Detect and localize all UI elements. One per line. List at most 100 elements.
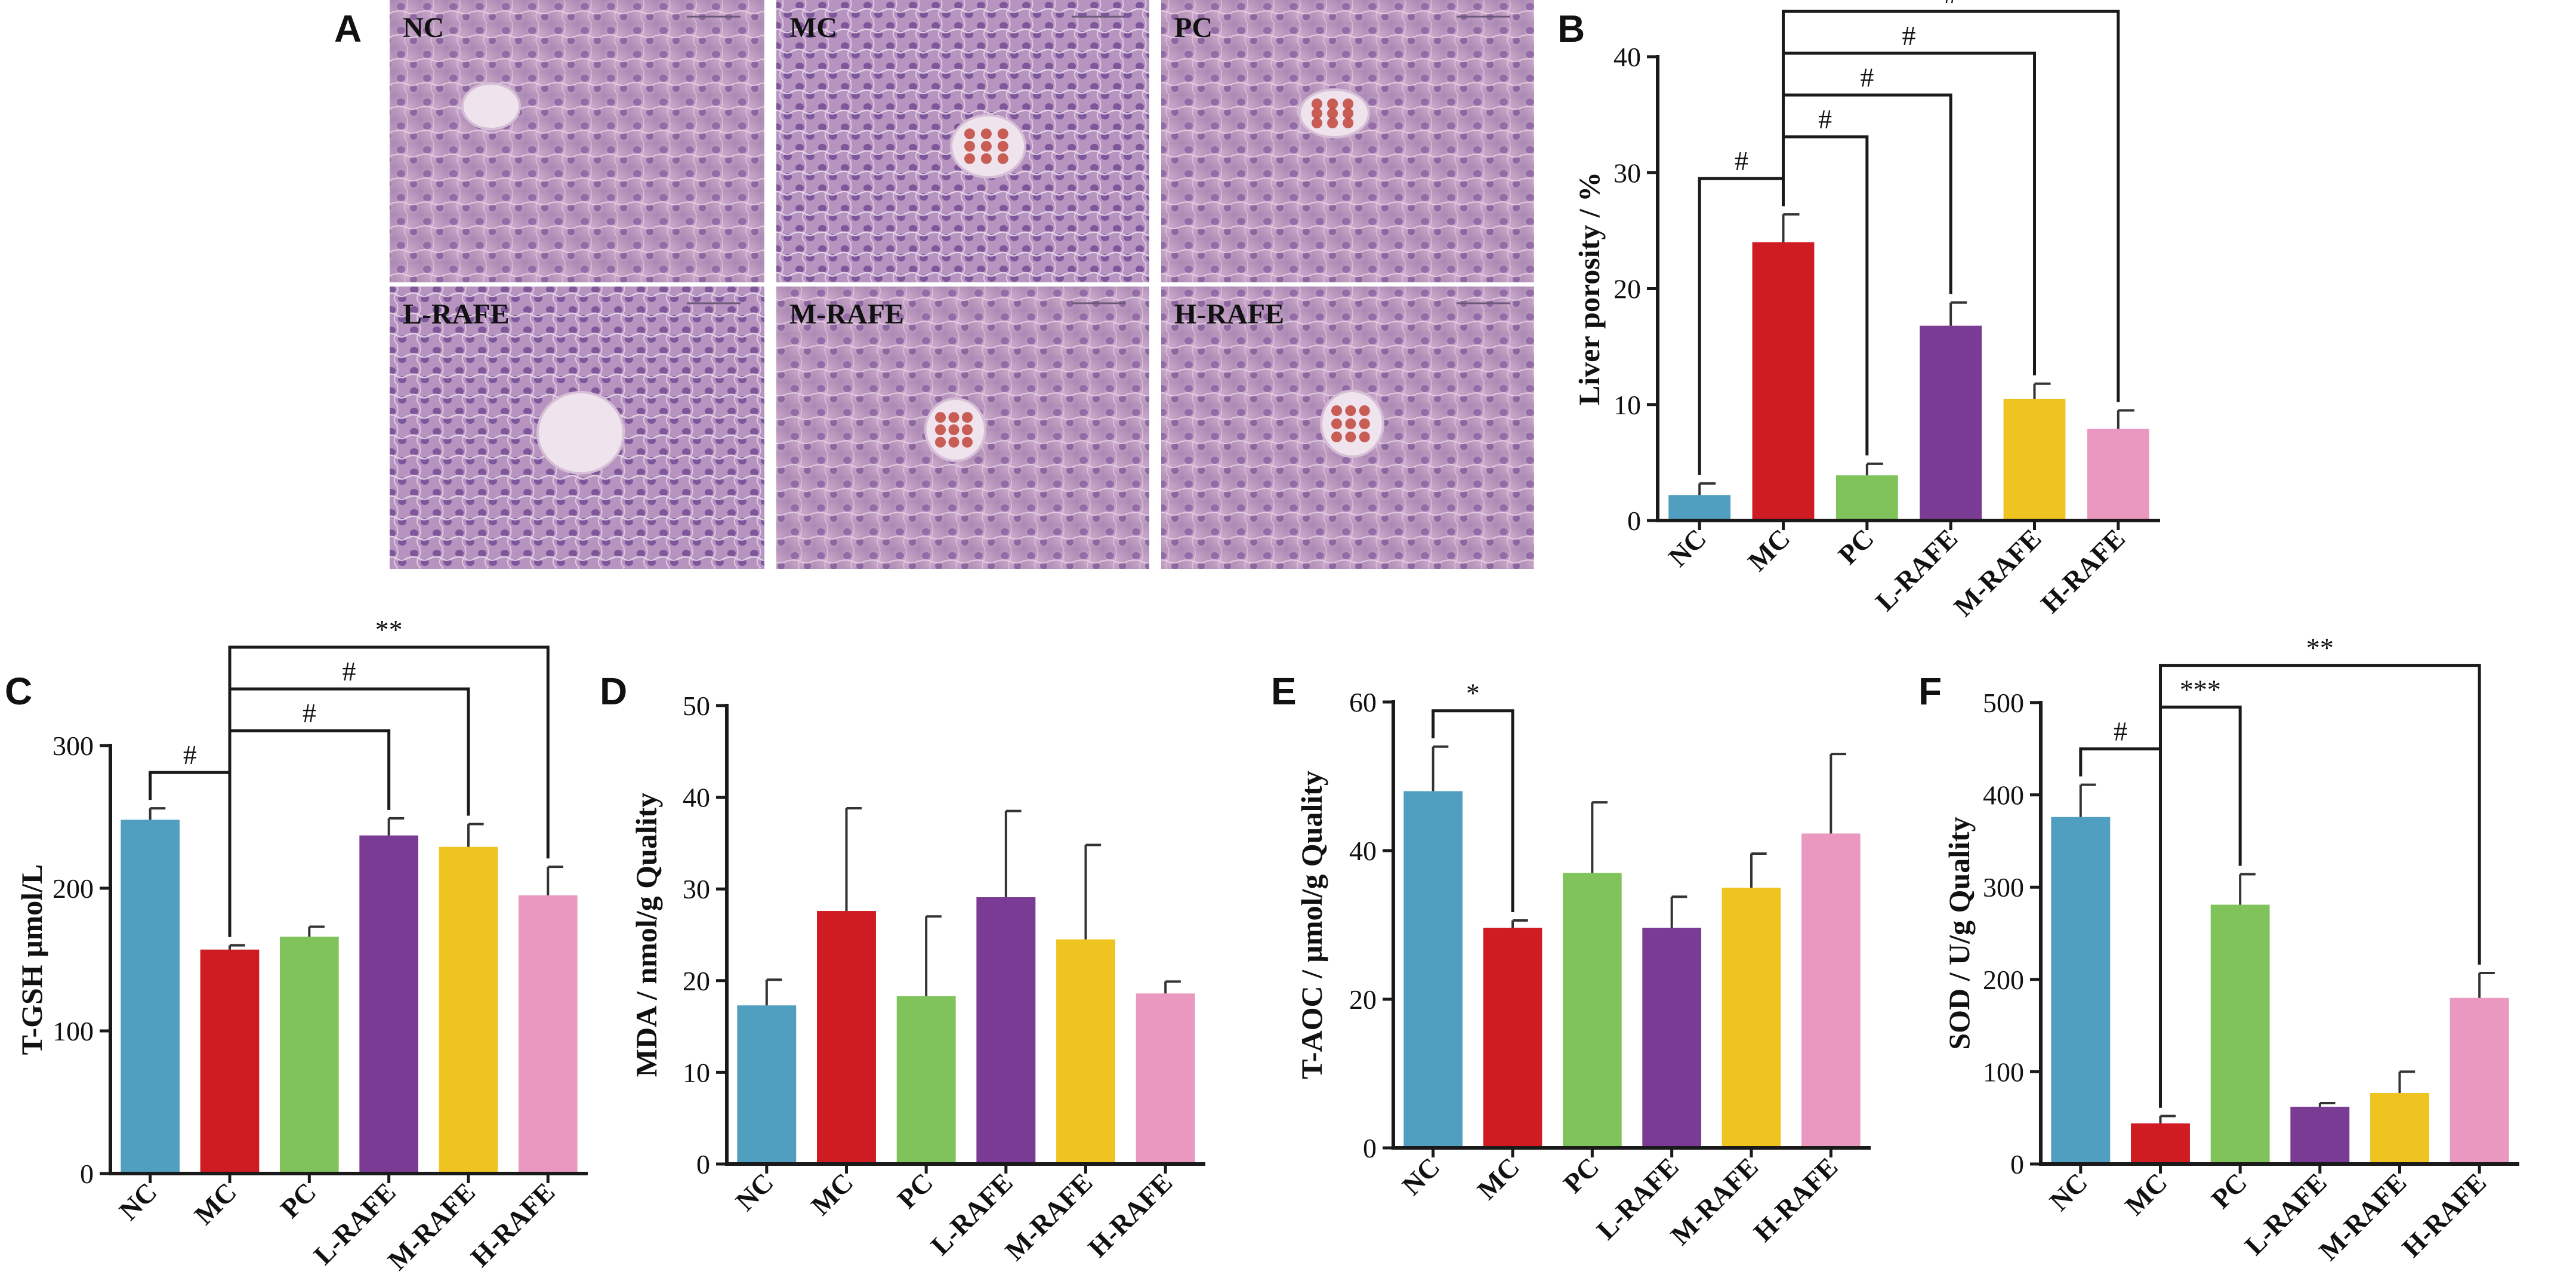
histology-image-nc: NC [390,0,764,282]
bar-pc [2210,904,2270,1164]
error-bar-nc [2079,783,2096,817]
x-tick-label-m-rafe: M-RAFE [2313,1167,2412,1266]
panel-a-histology: A NC MC PC L-RAFE M-RAFE H-RAFE [334,0,1534,569]
error-bar-h-rafe [2478,971,2495,998]
bar-m-rafe [2003,399,2066,521]
y-tick-label: 40 [683,783,710,813]
y-tick-label: 60 [1349,687,1377,718]
bar-mc [1483,928,1542,1148]
significance-bracket: ** [228,614,550,937]
bar-h-rafe [2087,429,2149,521]
x-tick-label-pc: PC [1832,523,1879,570]
y-tick-label: 20 [1614,274,1641,304]
histology-label-nc: NC [403,12,444,44]
bar-l-rafe [2290,1107,2350,1164]
x-tick-label-m-rafe: M-RAFE [382,1177,481,1276]
significance-bracket: ** [2159,633,2481,1108]
error-bar-nc [765,978,782,1006]
bar-l-rafe [1642,928,1701,1148]
y-axis-title: T-GSH μmol/L [15,864,48,1055]
y-tick-label: 0 [1627,506,1641,536]
bar-nc [1403,791,1463,1148]
y-tick-label: 10 [1614,390,1641,420]
error-bar-m-rafe [2398,1070,2415,1093]
bar-pc [896,996,956,1164]
x-tick-label-pc: PC [274,1177,322,1224]
y-axis-title: SOD / U/g Quality [1942,817,1976,1049]
significance-label: # [2114,716,2127,747]
x-tick-label-h-rafe: H-RAFE [1748,1151,1844,1248]
error-bar-l-rafe [387,817,405,836]
bar-mc [2131,1123,2190,1164]
significance-label: # [1860,62,1874,93]
error-bar-pc [1591,801,1608,873]
x-tick-label-pc: PC [1557,1151,1605,1199]
panel-letter-d: D [600,670,627,713]
significance-label: # [343,656,356,686]
y-tick-label: 0 [1363,1133,1377,1163]
x-tick-label-mc: MC [1471,1151,1525,1205]
error-bar-h-rafe [2117,409,2134,429]
y-tick-label: 30 [683,874,710,904]
bar-pc [280,937,339,1174]
x-tick-label-nc: NC [1662,523,1712,572]
error-bar-m-rafe [2033,382,2051,399]
error-bar-m-rafe [1084,843,1102,940]
significance-label: # [303,698,316,728]
error-bar-pc [1865,462,1883,476]
bar-l-rafe [976,897,1036,1164]
bar-mc [1752,242,1815,521]
y-tick-label: 200 [53,873,94,904]
y-tick-label: 400 [1983,780,2024,811]
x-tick-label-mc: MC [1742,523,1796,577]
error-bar-nc [149,807,166,820]
error-bar-mc [1782,213,1800,242]
y-tick-label: 100 [1983,1057,2024,1087]
bar-m-rafe [439,846,498,1174]
y-tick-label: 40 [1349,836,1377,866]
bar-l-rafe [1920,325,1982,521]
panel-letter-f: F [1918,670,1942,713]
error-bar-h-rafe [1164,980,1181,994]
panel-letter-c: C [5,670,32,713]
x-tick-label-nc: NC [2044,1167,2093,1217]
y-tick-label: 300 [1983,872,2024,903]
histology-image-l-rafe: L-RAFE [390,287,764,569]
y-tick-label: 10 [683,1057,710,1088]
bar-h-rafe [2449,997,2509,1164]
x-tick-label-h-rafe: H-RAFE [465,1177,561,1273]
bar-h-rafe [519,895,578,1174]
y-tick-label: 20 [1349,984,1377,1015]
bar-nc [121,820,180,1174]
error-bar-pc [308,925,325,937]
error-bar-l-rafe [2318,1101,2336,1107]
y-axis-title: T-AOC / μmol/g Quality [1295,771,1328,1079]
significance-label: # [1735,146,1748,176]
significance-bracket: # [228,656,470,937]
histology-image-pc: PC [1161,0,1534,282]
significance-label: *** [2180,675,2221,705]
error-bar-mc [845,807,862,912]
y-tick-label: 0 [80,1159,94,1189]
bar-m-rafe [2370,1092,2429,1164]
y-tick-label: 200 [1983,965,2024,995]
y-tick-label: 100 [53,1016,94,1046]
y-tick-label: 50 [683,691,710,721]
error-bar-l-rafe [1670,895,1687,928]
x-tick-label-m-rafe: M-RAFE [1948,523,2047,622]
y-axis-title: MDA / nmol/g Quality [630,793,663,1077]
error-bar-mc [1511,919,1528,928]
error-bar-l-rafe [1004,809,1022,898]
x-tick-label-nc: NC [1396,1151,1446,1201]
panel-letter-e: E [1271,670,1297,713]
x-tick-label-nc: NC [113,1177,163,1226]
central-vein [536,391,625,475]
error-bar-h-rafe [547,866,563,895]
y-tick-label: 30 [1614,158,1641,188]
y-tick-label: 0 [2010,1149,2024,1180]
